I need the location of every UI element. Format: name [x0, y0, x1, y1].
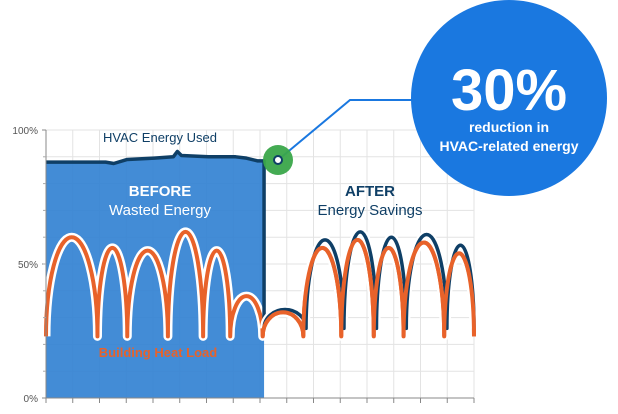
x-axis [45, 397, 475, 403]
y-tick-label: 50% [18, 260, 38, 271]
callout-circle [411, 0, 607, 196]
series-lines [41, 149, 479, 341]
y-tick-label: 100% [12, 126, 38, 137]
y-tick-label: 0% [24, 394, 39, 405]
heat-load-line-after [260, 237, 476, 337]
y-axis-ticks: 0% 50% 100% [12, 126, 47, 405]
transition-point [273, 155, 283, 165]
before-title: BEFORE [129, 183, 192, 200]
after-title: AFTER [345, 183, 395, 200]
callout-value: 30% [451, 58, 567, 123]
hvac-before-line [46, 149, 266, 329]
callout-line1: reduction in [469, 119, 549, 135]
hvac-energy-label: HVAC Energy Used [103, 130, 217, 145]
after-subtitle: Energy Savings [317, 202, 422, 219]
callout-leader-line [277, 99, 415, 161]
callout-line2: HVAC-related energy [439, 138, 578, 154]
heat-load-label: Building Heat Load [99, 345, 218, 360]
before-subtitle: Wasted Energy [109, 202, 211, 219]
